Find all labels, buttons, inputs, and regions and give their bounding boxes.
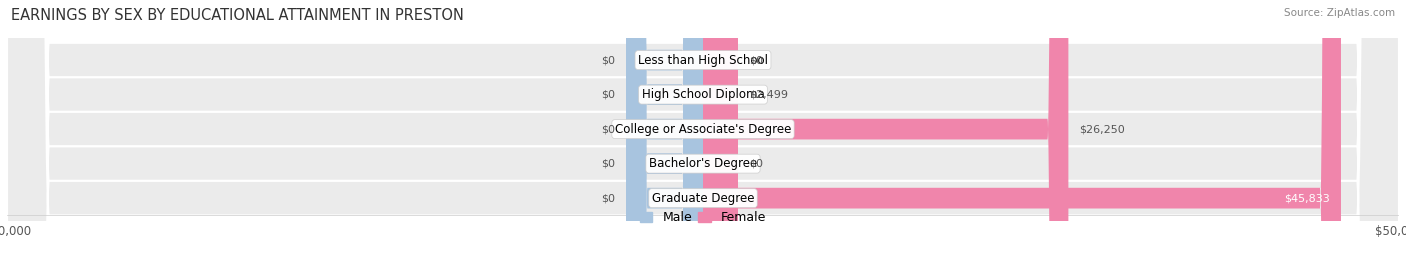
Text: $0: $0	[749, 159, 763, 169]
FancyBboxPatch shape	[627, 0, 703, 269]
Text: $0: $0	[602, 90, 616, 100]
Text: High School Diploma: High School Diploma	[641, 88, 765, 101]
FancyBboxPatch shape	[627, 0, 703, 269]
FancyBboxPatch shape	[703, 0, 738, 269]
Text: $0: $0	[602, 124, 616, 134]
FancyBboxPatch shape	[7, 0, 1399, 269]
Legend: Male, Female: Male, Female	[636, 206, 770, 229]
FancyBboxPatch shape	[627, 0, 703, 269]
FancyBboxPatch shape	[7, 0, 1399, 269]
FancyBboxPatch shape	[627, 0, 703, 269]
Text: College or Associate's Degree: College or Associate's Degree	[614, 123, 792, 136]
Text: $26,250: $26,250	[1080, 124, 1125, 134]
FancyBboxPatch shape	[703, 0, 738, 269]
Text: Less than High School: Less than High School	[638, 54, 768, 67]
FancyBboxPatch shape	[7, 0, 1399, 269]
FancyBboxPatch shape	[627, 0, 703, 269]
FancyBboxPatch shape	[7, 0, 1399, 269]
FancyBboxPatch shape	[7, 0, 1399, 269]
FancyBboxPatch shape	[703, 0, 1341, 269]
Text: Graduate Degree: Graduate Degree	[652, 192, 754, 205]
Text: Source: ZipAtlas.com: Source: ZipAtlas.com	[1284, 8, 1395, 18]
Text: $2,499: $2,499	[749, 90, 787, 100]
Text: EARNINGS BY SEX BY EDUCATIONAL ATTAINMENT IN PRESTON: EARNINGS BY SEX BY EDUCATIONAL ATTAINMEN…	[11, 8, 464, 23]
FancyBboxPatch shape	[703, 0, 738, 269]
Text: Bachelor's Degree: Bachelor's Degree	[650, 157, 756, 170]
Text: $0: $0	[602, 55, 616, 65]
Text: $0: $0	[602, 159, 616, 169]
Text: $45,833: $45,833	[1284, 193, 1330, 203]
Text: $0: $0	[602, 193, 616, 203]
Text: $0: $0	[749, 55, 763, 65]
FancyBboxPatch shape	[703, 0, 1069, 269]
